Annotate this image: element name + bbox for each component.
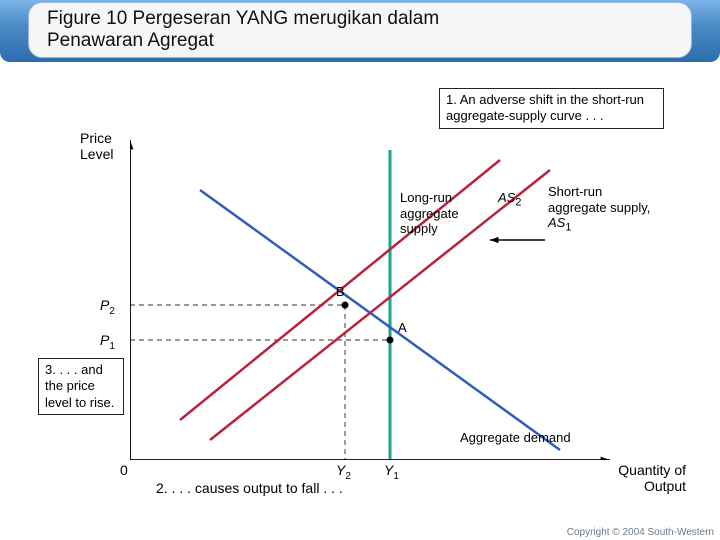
p1-label: P1 [100,332,115,352]
x-axis-label-text: Quantity of Output [586,462,686,494]
p1-sub: 1 [109,341,115,352]
y1-label: Y1 [384,462,399,482]
x-axis-label: Quantity of Output [586,462,686,494]
chart: B A Long-run aggregate supply AS2 Short-… [130,140,610,460]
p2-sym: P [100,297,109,313]
header-title-pill: Figure 10 Pergeseran YANG merugikan dala… [28,2,692,58]
sras1-text-b: AS [548,215,565,230]
p1-sym: P [100,332,109,348]
point-A-label: A [398,320,407,335]
annotation-1: 1. An adverse shift in the short-run agg… [439,88,664,129]
origin-label: 0 [120,462,128,478]
p2-sub: 2 [109,306,115,317]
as2-text: AS [498,190,515,205]
y2-sub: 2 [345,471,351,482]
copyright: Copyright © 2004 South-Western [567,527,714,538]
as2-label: AS2 [498,190,521,210]
y1-sym: Y [384,462,393,478]
y1-sub: 1 [393,471,399,482]
y2-sym: Y [336,462,345,478]
y2-label: Y2 [336,462,351,482]
annotation-2: 2. . . . causes output to fall . . . [156,480,343,496]
lras-label: Long-run aggregate supply [400,190,480,237]
as2-sub: 2 [515,197,521,209]
sras1-text-a: Short-run aggregate supply, [548,184,650,215]
p2-label: P2 [100,297,115,317]
slide-header: Figure 10 Pergeseran YANG merugikan dala… [0,0,720,70]
ad-label: Aggregate demand [460,430,571,446]
annotation-3: 3. . . . and the price level to rise. [38,358,124,415]
chart-svg [130,140,610,460]
point-B-label: B [336,284,345,299]
title-line-1: Figure 10 Pergeseran YANG merugikan dala… [47,8,673,30]
sras1-sub: 1 [565,222,571,234]
sras1-label: Short-run aggregate supply, AS1 [548,184,658,235]
title-line-2: Penawaran Agregat [47,30,673,52]
